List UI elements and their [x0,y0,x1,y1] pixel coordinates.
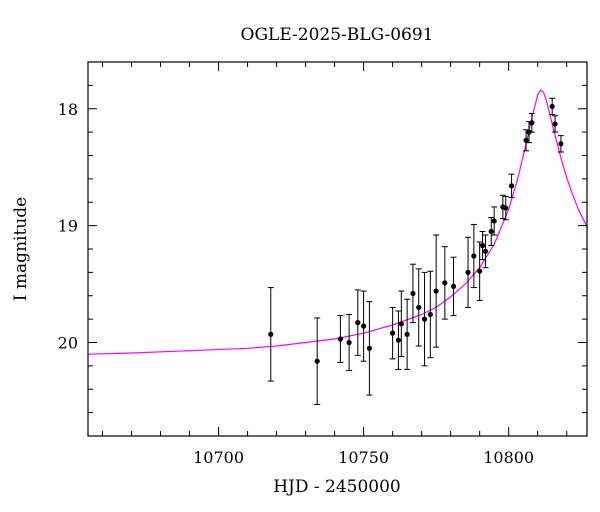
data-marker [314,358,320,364]
data-marker [361,323,367,329]
data-point [427,270,434,359]
data-point [421,271,428,367]
x-tick-label: 10700 [193,448,244,467]
data-marker [482,248,489,254]
data-point [346,313,353,372]
data-marker [558,141,564,147]
data-marker [508,183,515,189]
y-tick-label: 18 [58,100,78,119]
data-point [398,290,405,358]
data-point [450,256,457,317]
data-marker [337,336,344,342]
data-marker [479,242,486,249]
data-point [491,206,498,236]
chart-title: OGLE-2025-BLG-0691 [241,25,434,45]
data-marker [488,228,494,235]
data-point [404,298,411,370]
data-marker [552,121,558,127]
model-layer [87,89,588,355]
data-marker [549,103,555,110]
data-marker [268,331,274,337]
data-point [508,173,515,199]
data-marker [503,205,509,211]
data-point [523,129,530,152]
data-point [476,241,483,301]
data-marker [491,218,497,224]
data-marker [477,268,483,274]
data-marker [465,269,471,275]
x-tick-label: 10750 [338,448,389,467]
data-point [366,301,373,396]
data-marker [427,311,433,318]
points-layer [267,97,564,405]
data-point [314,317,321,405]
data-marker [442,280,448,286]
data-marker [404,331,410,337]
ticks-layer: 10700 10750 10800 18 19 20 [58,61,587,467]
data-point [389,306,396,360]
data-point [433,234,440,348]
data-point [557,135,564,153]
data-point [482,234,489,269]
data-point [395,310,402,370]
y-tick-label: 20 [58,334,78,353]
x-tick-label: 10800 [483,448,534,467]
data-point [360,290,367,362]
data-marker [471,253,477,259]
data-point [465,236,472,308]
model-curve [87,89,588,355]
data-point [499,194,506,220]
data-point [488,216,495,246]
data-point [409,263,416,324]
data-marker [421,316,428,322]
data-marker [346,339,352,346]
data-point [528,112,535,133]
data-point [354,289,361,356]
data-marker [529,120,535,126]
plot-frame [87,61,588,437]
data-marker [433,288,439,294]
data-marker [410,290,416,297]
data-point [267,287,274,382]
data-point [470,223,477,289]
data-point [502,195,509,221]
data-point [549,97,556,116]
data-point [441,246,448,320]
data-marker [523,137,529,143]
data-point [415,268,422,347]
data-marker [398,321,404,327]
y-axis-label: I magnitude [11,197,31,301]
data-marker [416,304,422,311]
data-marker [355,320,361,326]
data-marker [395,337,402,343]
data-marker [450,283,457,289]
x-axis-label: HJD - 2450000 [273,477,401,497]
data-marker [390,330,396,336]
y-tick-label: 19 [58,217,78,236]
data-marker [366,345,373,351]
data-point [337,315,344,363]
data-point [479,230,486,261]
data-point [552,115,559,133]
